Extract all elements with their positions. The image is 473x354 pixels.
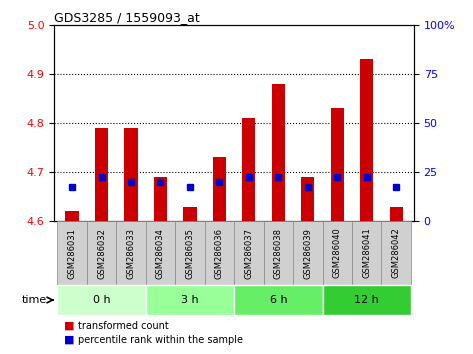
Text: time: time xyxy=(22,295,47,305)
Bar xyxy=(154,177,167,221)
Text: transformed count: transformed count xyxy=(78,321,169,331)
Text: GSM286039: GSM286039 xyxy=(303,228,312,279)
Text: GSM286032: GSM286032 xyxy=(97,228,106,279)
Bar xyxy=(331,108,344,221)
Text: GSM286035: GSM286035 xyxy=(185,228,194,279)
Text: GSM286041: GSM286041 xyxy=(362,228,371,279)
Bar xyxy=(65,211,79,221)
Text: GSM286037: GSM286037 xyxy=(245,228,254,279)
Text: ■: ■ xyxy=(64,321,74,331)
Text: 0 h: 0 h xyxy=(93,295,110,305)
Bar xyxy=(272,84,285,221)
Text: GSM286031: GSM286031 xyxy=(68,228,77,279)
Text: GSM286033: GSM286033 xyxy=(126,228,135,279)
Text: GSM286034: GSM286034 xyxy=(156,228,165,279)
Text: GSM286036: GSM286036 xyxy=(215,228,224,279)
Text: GSM286038: GSM286038 xyxy=(274,228,283,279)
Text: 3 h: 3 h xyxy=(181,295,199,305)
Text: GSM286040: GSM286040 xyxy=(333,228,342,279)
Text: GSM286042: GSM286042 xyxy=(392,228,401,279)
Text: ■: ■ xyxy=(64,335,74,345)
Bar xyxy=(390,206,403,221)
Text: 12 h: 12 h xyxy=(354,295,379,305)
Bar xyxy=(360,59,373,221)
Bar xyxy=(124,128,138,221)
Text: 6 h: 6 h xyxy=(270,295,287,305)
Text: GDS3285 / 1559093_at: GDS3285 / 1559093_at xyxy=(54,11,200,24)
Bar xyxy=(301,177,315,221)
Bar xyxy=(95,128,108,221)
Text: percentile rank within the sample: percentile rank within the sample xyxy=(78,335,243,345)
Bar xyxy=(242,118,255,221)
Bar xyxy=(213,158,226,221)
Bar xyxy=(184,206,197,221)
